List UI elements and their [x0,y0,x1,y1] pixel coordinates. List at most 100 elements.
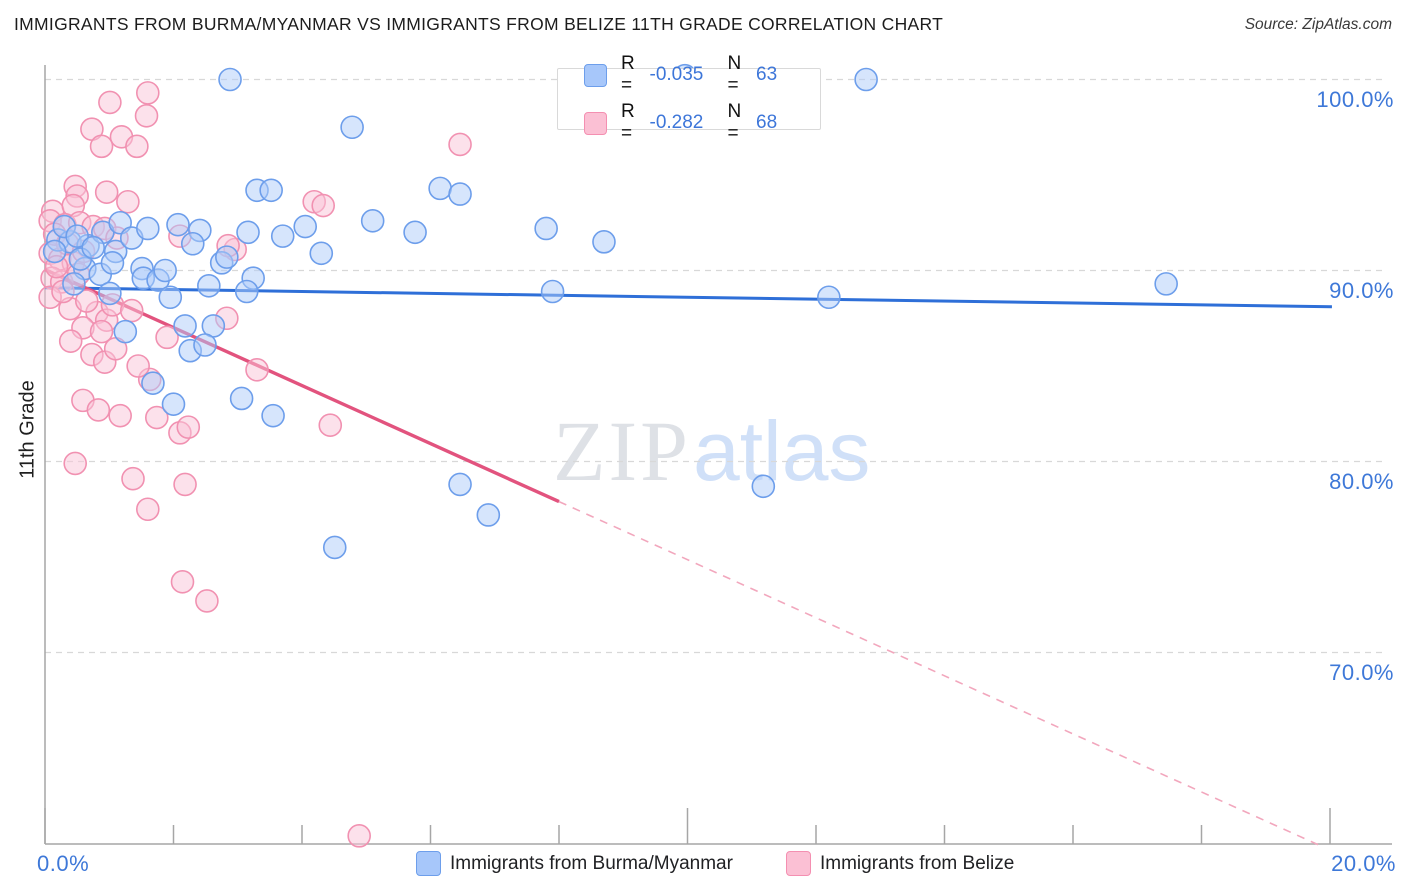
burma-data-point [236,220,260,245]
burma-data-point [98,281,122,306]
burma-data-point [161,392,186,417]
burma-data-point [540,279,565,304]
r-label: R = [621,53,635,96]
burma-data-point [42,239,67,264]
belize-data-point [58,329,83,353]
belize-data-point [173,472,197,497]
burma-data-point [817,285,841,310]
belize-data-point [94,180,119,204]
belize-data-point [126,354,150,378]
belize-data-point [176,415,201,439]
bottom-legend-label: Immigrants from Burma/Myanmar [450,852,733,874]
burma-data-point [166,212,190,237]
y-tick-label-90: 90.0% [1329,278,1394,303]
burma-data-point [136,216,160,241]
burma-data-point [403,220,427,245]
belize-data-point [311,193,336,218]
belize-data-point [448,132,472,157]
burma-data-point [62,272,86,296]
belize-data-point [89,319,114,344]
burma-data-point [340,115,364,140]
y-axis-title: 11th Grade [16,380,39,479]
belize-data-point [347,824,371,848]
burma-data-point [173,314,197,338]
belize-data-point [89,134,114,159]
bottom-legend-burma: Immigrants from Burma/Myanmar [416,851,733,876]
burma-data-point [81,235,105,260]
burma-data-point [1154,272,1178,296]
belize-swatch [584,111,607,135]
bottom-legend-belize: Immigrants from Belize [786,851,1014,876]
burma-data-point [141,371,165,395]
burma-data-point [592,230,616,254]
belize-data-point [134,103,159,128]
burma-data-point [218,67,242,92]
belize-data-point [136,497,160,522]
belize-data-point [119,298,144,323]
belize-data-point [136,81,160,105]
bottom-legend-label: Immigrants from Belize [820,852,1015,874]
burma-data-point [215,245,239,269]
burma-data-point [259,178,283,203]
legend-row-belize: R = -0.282 N = 68 [584,101,820,145]
y-tick-label-100: 100.0% [1316,87,1394,112]
belize-data-point [121,466,145,491]
source-credit: Source: ZipAtlas.com [1244,16,1392,33]
belize-trend-line-dashed [558,500,1321,847]
burma-data-point [448,472,472,497]
belize-data-point [116,189,140,214]
burma-data-point [360,209,385,233]
burma-data-point [229,386,254,411]
burma-data-point [534,216,558,241]
belize-swatch [786,851,811,876]
burma-data-point [270,224,295,248]
belize-data-point [108,403,132,428]
zipatlas-watermark: ZIPatlas [553,408,870,494]
burma-swatch [584,63,607,87]
burma-data-point [476,503,501,527]
watermark-zip: ZIP [553,403,691,499]
burma-data-point [309,241,334,266]
burma-data-point [854,67,878,92]
burma-data-point [322,535,347,560]
x-tick-label-0: 0.0% [37,851,90,876]
burma-data-point [234,279,259,304]
r-value-burma: -0.035 [649,64,704,85]
belize-data-point [74,289,99,313]
burma-data-point [153,258,177,283]
y-tick-label-70: 70.0% [1329,660,1394,685]
belize-data-point [245,358,269,382]
burma-swatch [416,851,441,876]
watermark-atlas: atlas [693,404,871,498]
burma-data-point [751,474,776,499]
burma-data-point [180,231,205,256]
belize-data-point [63,451,87,476]
x-tick-label-20: 20.0% [1331,851,1396,876]
burma-data-point [158,285,183,310]
burma-data-point [261,403,285,428]
belize-data-point [155,325,179,350]
belize-data-point [170,570,195,594]
burma-data-point [448,182,472,206]
burma-data-point [428,176,452,201]
burma-trend-line-solid [44,286,1332,309]
n-label: N = [727,101,742,144]
belize-data-point [86,398,111,422]
r-value-belize: -0.282 [649,112,704,133]
burma-data-point [65,224,89,248]
burma-data-point [100,251,125,275]
correlation-legend: R = -0.035 N = 63 R = -0.282 N = 68 [557,53,821,144]
burma-data-point [293,214,318,239]
n-value-burma: 63 [756,64,778,85]
belize-data-point [195,589,219,613]
n-value-belize: 68 [756,112,778,133]
burma-data-point [113,319,138,344]
belize-data-point [125,134,149,159]
burma-data-point [197,273,221,298]
belize-data-point [144,405,169,430]
y-tick-label-80: 80.0% [1329,469,1394,494]
n-label: N = [727,53,742,96]
belize-data-point [318,413,343,438]
legend-row-burma: R = -0.035 N = 63 [584,53,820,97]
